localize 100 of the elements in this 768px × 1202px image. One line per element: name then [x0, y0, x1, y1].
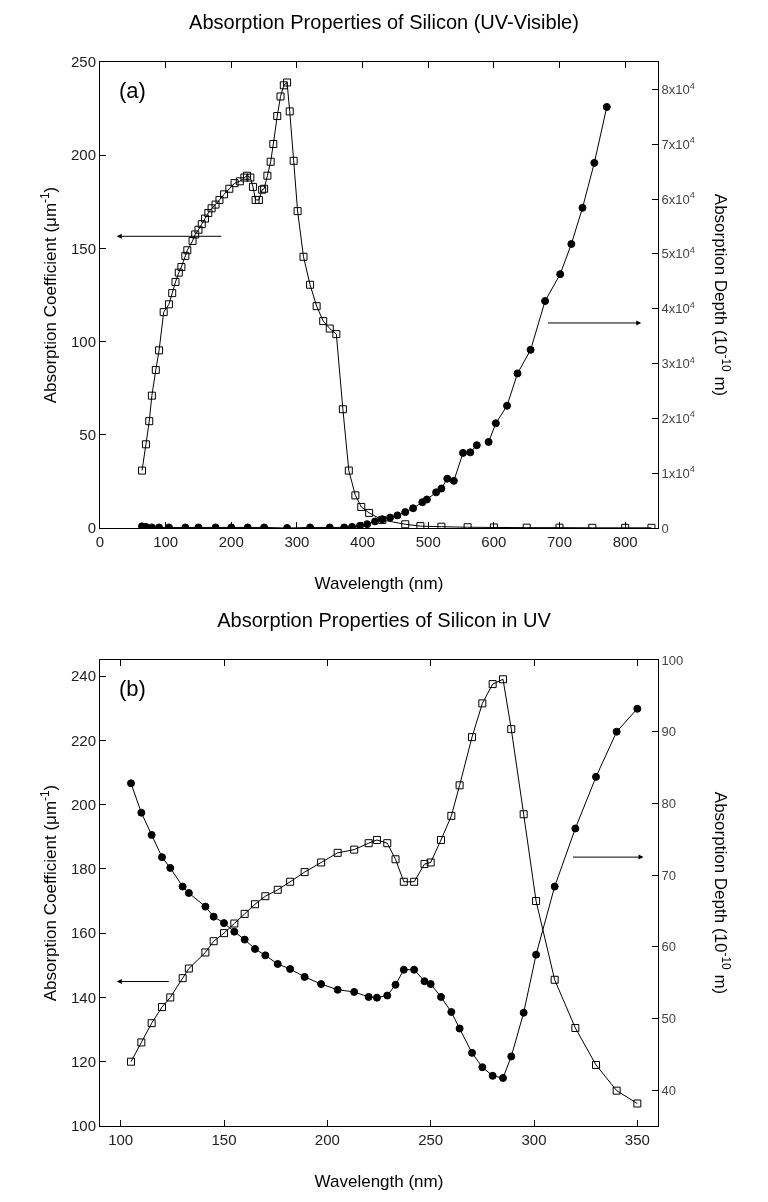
y2-tick-label: 7x10$^{4}$ — [661, 135, 695, 152]
point — [499, 1073, 507, 1082]
point — [459, 448, 468, 457]
x-tick-label: 350 — [624, 1131, 650, 1148]
point — [484, 437, 493, 446]
y-tick-label: 220 — [70, 731, 96, 749]
point — [571, 824, 580, 833]
point — [399, 877, 408, 886]
point — [166, 993, 175, 1002]
point — [273, 959, 282, 968]
point — [401, 508, 410, 517]
point — [333, 985, 342, 994]
point — [437, 992, 445, 1001]
point — [633, 1099, 642, 1108]
point — [317, 858, 326, 867]
y-tick-label: 100 — [70, 1117, 96, 1135]
point — [220, 919, 228, 928]
point — [592, 772, 600, 781]
point — [371, 517, 380, 526]
point — [567, 240, 576, 249]
y2-tick-label: 1x10$^{4}$ — [661, 464, 695, 481]
point — [350, 987, 359, 996]
point — [550, 882, 559, 891]
point — [372, 993, 381, 1002]
point — [350, 845, 359, 854]
point — [612, 1086, 621, 1095]
point — [478, 699, 487, 708]
y2-tick-label: 100 — [661, 652, 684, 668]
x-axis-title: Wavelength (nm) — [314, 1172, 444, 1191]
point — [491, 419, 500, 428]
point — [333, 848, 342, 857]
point — [455, 1024, 464, 1033]
point — [426, 858, 435, 867]
point — [541, 297, 550, 306]
point — [364, 992, 373, 1001]
point — [273, 885, 282, 894]
point — [468, 733, 476, 742]
x-tick-label: 400 — [350, 533, 376, 550]
annotation: (a) — [119, 78, 146, 103]
point — [526, 345, 535, 354]
point — [507, 1052, 516, 1061]
point — [363, 520, 372, 528]
y-tick-label: 240 — [70, 667, 96, 685]
point — [447, 811, 456, 820]
point — [127, 1057, 135, 1066]
point — [386, 513, 395, 522]
point — [399, 965, 408, 974]
x-tick-label: 800 — [612, 533, 638, 550]
point — [420, 860, 429, 869]
point — [286, 877, 295, 886]
point — [507, 725, 516, 734]
point — [532, 950, 541, 959]
x-tick-label: 100 — [153, 533, 179, 550]
point — [209, 937, 218, 946]
y2-tick-label: 0 — [661, 520, 669, 536]
point — [472, 441, 481, 450]
x-tick-label: 300 — [284, 533, 310, 550]
point — [201, 948, 210, 957]
point — [602, 102, 611, 111]
point — [158, 1003, 166, 1012]
y2-tick-label: 8x10$^{4}$ — [661, 80, 695, 97]
y-tick-label: 120 — [70, 1052, 96, 1070]
point — [488, 1071, 497, 1080]
y2-tick-label: 70 — [661, 867, 677, 883]
point — [391, 980, 400, 989]
point — [437, 484, 446, 493]
point — [251, 900, 259, 909]
point — [578, 203, 587, 212]
point — [519, 810, 528, 819]
point — [147, 1019, 156, 1028]
point — [220, 929, 228, 938]
point — [286, 964, 295, 973]
point — [184, 964, 193, 973]
point — [447, 1008, 456, 1017]
y-tick-label: 200 — [70, 795, 96, 813]
point — [503, 401, 512, 410]
point — [184, 889, 193, 897]
chart-title: Absorption Properties of Silicon in UV — [217, 608, 552, 631]
point — [556, 270, 565, 279]
point — [147, 830, 156, 839]
y2-tick-label: 60 — [661, 939, 677, 955]
point — [612, 727, 621, 736]
point — [383, 991, 392, 1000]
point — [420, 977, 429, 986]
y2-tick-label: 80 — [661, 795, 677, 811]
point — [478, 1063, 487, 1072]
y2-tick-label: 2x10$^{4}$ — [661, 409, 695, 426]
point — [372, 835, 381, 844]
point — [137, 808, 146, 817]
y2-tick-label: 5x10$^{4}$ — [661, 244, 695, 262]
point — [571, 1023, 580, 1032]
point — [513, 369, 522, 378]
point — [519, 1008, 528, 1017]
point — [178, 882, 187, 891]
y-tick-label: 200 — [70, 146, 96, 164]
point — [166, 863, 175, 872]
point — [230, 927, 239, 936]
point — [468, 1048, 476, 1057]
x-tick-label: 100 — [108, 1131, 134, 1148]
point — [633, 704, 642, 713]
